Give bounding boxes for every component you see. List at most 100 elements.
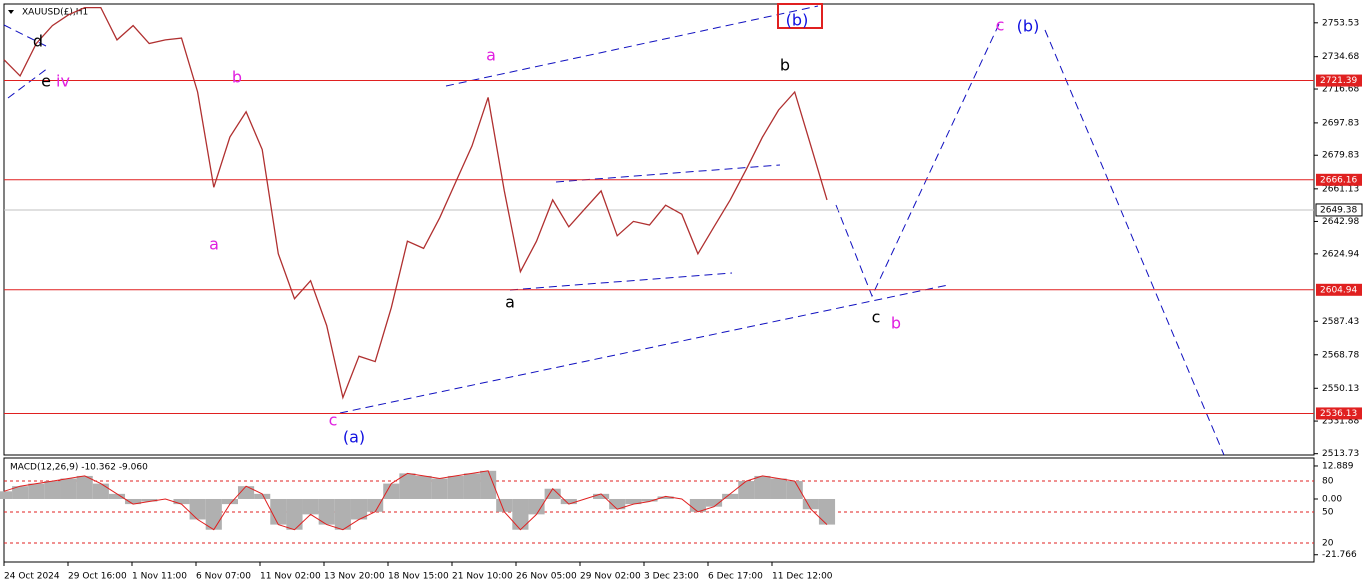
price-label-bg <box>1316 407 1362 420</box>
highlight-box <box>777 3 823 29</box>
macd-bar <box>334 498 351 530</box>
macd-bar <box>44 481 61 499</box>
macd-bar <box>722 493 739 499</box>
macd-bar <box>802 498 819 510</box>
price-label: 2721.39 <box>1320 76 1357 86</box>
macd-bar <box>0 491 13 499</box>
macd-bar <box>237 486 255 499</box>
macd-bar <box>447 475 464 499</box>
macd-level-label: 20 <box>1322 539 1334 549</box>
wave-label: a <box>209 235 219 254</box>
macd-bar <box>480 470 497 499</box>
macd-bar <box>399 473 416 499</box>
menu-icon <box>8 10 14 14</box>
macd-tick-label: 12.889 <box>1322 461 1354 471</box>
y-tick-label: 2624.94 <box>1322 249 1359 259</box>
y-tick-label: 2716.68 <box>1322 85 1359 95</box>
macd-bar <box>415 475 432 499</box>
macd-bar <box>367 498 384 512</box>
macd-bar <box>544 488 561 499</box>
price-line <box>3 6 828 400</box>
x-tick-label: 1 Nov 11:00 <box>132 572 187 582</box>
x-tick-label: 3 Dec 23:00 <box>644 572 699 582</box>
macd-bar <box>818 498 836 525</box>
macd-bar <box>254 493 271 499</box>
y-tick-label: 2642.98 <box>1322 217 1359 227</box>
macd-bar <box>786 481 803 499</box>
macd-bar <box>318 498 335 525</box>
x-tick-label: 24 Oct 2024 <box>4 572 60 582</box>
x-tick-label: 11 Dec 12:00 <box>772 572 833 582</box>
y-tick-label: 2568.78 <box>1322 350 1359 360</box>
macd-bar <box>738 481 755 499</box>
macd-bar <box>560 498 577 505</box>
wave-label: c <box>872 308 881 327</box>
y-tick-label: 2697.83 <box>1322 118 1359 128</box>
macd-bar <box>76 475 93 499</box>
wave-label: b <box>891 314 901 333</box>
macd-bar <box>512 498 529 530</box>
price-label: 2604.94 <box>1320 285 1357 295</box>
macd-level-label: 80 <box>1322 477 1334 487</box>
wave-label: (a) <box>343 428 365 447</box>
macd-bar <box>205 498 222 530</box>
macd-bar <box>12 486 29 499</box>
wave-label: a <box>486 46 496 65</box>
macd-bar <box>593 493 610 499</box>
x-tick-label: 29 Oct 16:00 <box>68 572 127 582</box>
macd-bar <box>173 498 190 505</box>
y-tick-label: 2734.68 <box>1322 52 1359 62</box>
macd-bar <box>609 498 626 510</box>
macd-bar <box>189 498 206 520</box>
wave-label: d <box>33 32 43 51</box>
chart-title: XAUUSD(£),H1 <box>22 8 88 18</box>
wave-label: b <box>780 56 790 75</box>
y-tick-label: 2587.43 <box>1322 317 1359 327</box>
macd-tick-label: 0.00 <box>1322 494 1342 504</box>
x-tick-label: 11 Nov 02:00 <box>260 572 321 582</box>
macd-bar <box>431 478 448 499</box>
wave-label: c <box>329 411 338 430</box>
x-tick-label: 6 Dec 17:00 <box>708 572 763 582</box>
x-tick-label: 29 Nov 02:00 <box>580 572 641 582</box>
macd-bar <box>625 498 642 505</box>
macd-bar <box>302 498 319 515</box>
y-tick-label: 2661.13 <box>1322 184 1359 194</box>
x-tick-label: 18 Nov 15:00 <box>388 572 449 582</box>
wave-label: e <box>41 72 51 91</box>
macd-bar <box>221 498 238 505</box>
macd-level-label: 50 <box>1322 508 1334 518</box>
macd-bar <box>657 496 674 499</box>
price-label-bg <box>1316 283 1362 296</box>
y-tick-label: 2513.73 <box>1322 449 1359 459</box>
trend-lines <box>3 5 1225 456</box>
macd-bar <box>463 473 481 499</box>
macd-signal <box>3 470 828 531</box>
y-tick-label: 2679.83 <box>1322 151 1359 161</box>
wave-label: c <box>996 16 1005 35</box>
wave-label: (b) <box>1017 17 1040 36</box>
macd-bar <box>286 498 303 530</box>
x-tick-label: 6 Nov 07:00 <box>196 572 251 582</box>
y-tick-label: 2531.88 <box>1322 417 1359 427</box>
price-label-bg <box>1316 74 1362 87</box>
wave-label: (b) <box>786 11 809 30</box>
y-tick-label: 2550.13 <box>1322 384 1359 394</box>
macd-bar <box>350 498 368 520</box>
x-tick-label: 26 Nov 05:00 <box>516 572 577 582</box>
x-tick-label: 13 Nov 20:00 <box>324 572 385 582</box>
y-tick-label: 2753.53 <box>1322 18 1359 28</box>
macd-bar <box>641 498 658 502</box>
macd-bar <box>754 475 771 499</box>
macd-bar <box>60 478 77 499</box>
macd-bar <box>496 498 513 512</box>
price-label: 2666.16 <box>1320 175 1357 185</box>
macd-bar <box>270 498 287 525</box>
macd-bar <box>770 478 787 499</box>
macd-bar <box>92 483 109 499</box>
price-label: 2536.13 <box>1320 409 1357 419</box>
macd-bar <box>528 498 545 515</box>
macd-bar <box>141 498 158 502</box>
price-label-bg <box>1315 203 1363 217</box>
